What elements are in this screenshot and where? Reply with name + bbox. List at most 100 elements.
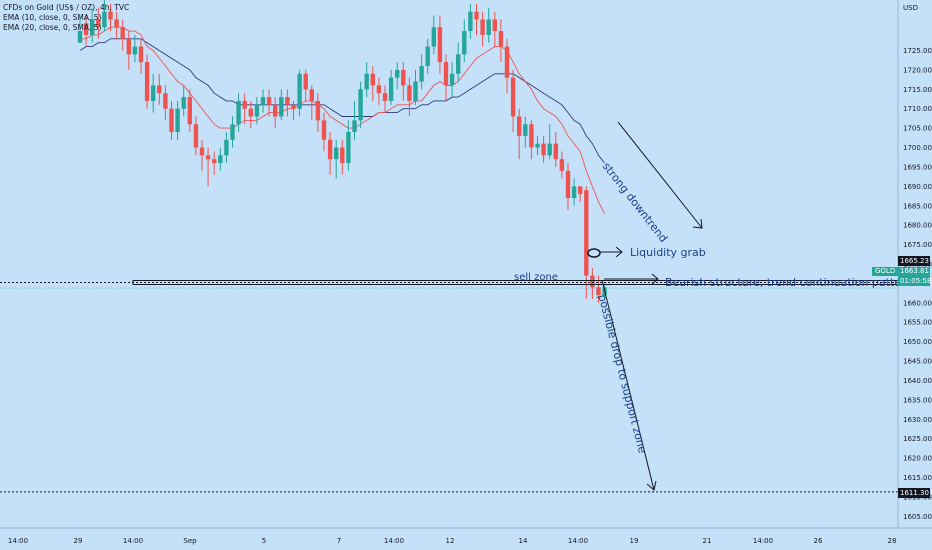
candle-down <box>285 97 290 105</box>
candle-up <box>425 46 430 66</box>
current-symbol-badge: GOLD <box>872 267 899 276</box>
candle-down <box>291 104 296 109</box>
candle-up <box>431 27 436 47</box>
y-tick-label: 1700.00 <box>903 144 932 152</box>
candle-down <box>565 170 571 198</box>
candle-down <box>376 85 382 94</box>
candle-up <box>352 120 357 132</box>
downtrend-arrowhead <box>692 218 703 229</box>
x-tick-label: 14:00 <box>753 537 773 545</box>
x-tick-label: Sep <box>183 537 197 545</box>
chart-legend: CFDs on Gold (US$ / OZ), 4h, TVC EMA (10… <box>3 3 129 33</box>
candle-up <box>547 143 552 156</box>
candle-up <box>77 31 83 43</box>
candle-down <box>96 19 101 28</box>
current-price: 1663.81 <box>900 267 929 275</box>
candle-up <box>90 19 95 35</box>
candle-down <box>327 139 333 160</box>
candle-up <box>260 97 266 105</box>
candle-up <box>523 124 528 136</box>
x-tick-label: 26 <box>814 537 823 545</box>
candle-down <box>541 143 546 156</box>
candle-down <box>199 147 205 156</box>
y-tick-label: 1655.00 <box>903 319 932 327</box>
candle-down <box>553 143 558 160</box>
candle-down <box>590 275 595 288</box>
x-tick-label: 14 <box>519 537 528 545</box>
candle-down <box>108 11 113 20</box>
level-1665-badge: 1665.23 <box>898 256 930 266</box>
candle-up <box>462 31 467 55</box>
candle-up <box>364 73 369 90</box>
candle-up <box>224 139 229 156</box>
y-tick-label: 1650.00 <box>903 338 932 346</box>
y-tick-label: 1605.00 <box>903 513 932 521</box>
candle-down <box>510 77 516 117</box>
candle-down <box>248 108 253 117</box>
y-tick-label: 1715.00 <box>903 86 932 94</box>
candle-down <box>504 46 510 78</box>
candle-up <box>358 89 363 121</box>
candle-down <box>157 85 162 94</box>
candle-down <box>382 93 388 101</box>
x-tick-label: 19 <box>630 537 639 545</box>
candle-down <box>266 97 272 105</box>
candle-down <box>517 116 522 136</box>
candle-up <box>254 104 260 117</box>
candle-down <box>212 159 217 164</box>
y-tick-label: 1685.00 <box>903 202 932 210</box>
candle-up <box>175 108 180 132</box>
candle-down <box>559 159 565 171</box>
candle-down <box>315 100 321 121</box>
x-tick-label: 21 <box>703 537 712 545</box>
candle-down <box>407 85 412 101</box>
candle-up <box>413 81 418 101</box>
candle-up <box>334 147 339 160</box>
y-tick-label: 1645.00 <box>903 358 932 366</box>
y-tick-label: 1720.00 <box>903 66 932 74</box>
x-tick-label: 14:00 <box>384 537 404 545</box>
liquidity-grab-marker <box>587 248 601 258</box>
ema10-line <box>80 26 605 214</box>
candle-down <box>187 97 192 125</box>
candle-up <box>297 73 302 109</box>
candle-down <box>309 89 314 101</box>
downtrend-arrow <box>617 121 703 229</box>
level-1611-badge: 1611.30 <box>898 488 930 498</box>
candle-down <box>474 11 479 20</box>
y-tick-label: 1630.00 <box>903 416 932 424</box>
y-tick-label: 1635.00 <box>903 396 932 404</box>
candle-down <box>321 120 327 140</box>
y-tick-label: 1615.00 <box>903 474 932 482</box>
candle-up <box>181 97 186 109</box>
candle-up <box>279 97 284 117</box>
sell-zone-label: sell zone <box>514 272 558 283</box>
candle-down <box>340 147 345 164</box>
y-tick-label: 1690.00 <box>903 183 932 191</box>
legend-ema10: EMA (10, close, 0, SMA, 5) <box>3 13 102 22</box>
y-tick-label: 1660.00 <box>903 299 932 307</box>
candle-down <box>401 69 406 86</box>
candle-up <box>218 155 223 164</box>
current-price-badge: 1663.81 01:05:58 <box>898 267 931 286</box>
x-tick-label: 28 <box>888 537 897 545</box>
candle-up <box>230 124 235 140</box>
candle-up <box>535 143 540 148</box>
candle-up <box>395 69 400 78</box>
x-tick-label: 7 <box>337 537 341 545</box>
candle-up <box>449 73 455 86</box>
y-tick-label: 1620.00 <box>903 455 932 463</box>
drop-arrow <box>601 279 655 491</box>
y-tick-label: 1625.00 <box>903 435 932 443</box>
y-tick-label: 1710.00 <box>903 105 932 113</box>
candle-down <box>480 19 485 35</box>
x-tick-label: 14:00 <box>123 537 143 545</box>
x-tick-label: 14:00 <box>568 537 588 545</box>
candle-down <box>114 19 119 28</box>
candle-down <box>584 190 589 276</box>
candle-up <box>388 77 394 101</box>
candle-down <box>242 100 247 109</box>
candle-down <box>498 31 504 47</box>
